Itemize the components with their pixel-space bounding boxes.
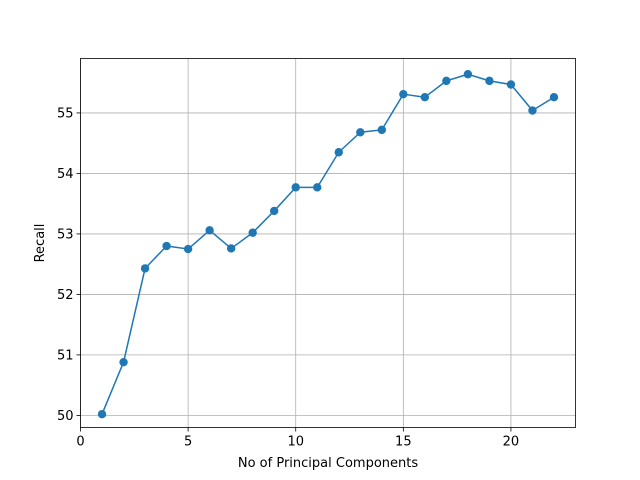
data-point <box>549 93 559 102</box>
y-tick-label: 51 <box>57 348 74 363</box>
tick-layer: 0 5 10 15 20 50 51 52 53 54 55 <box>57 106 519 449</box>
grid-layer <box>80 58 576 428</box>
data-point <box>377 125 387 135</box>
x-tick-label: 0 <box>76 435 84 450</box>
data-point <box>334 148 343 157</box>
data-point <box>420 93 430 102</box>
data-point <box>356 128 365 137</box>
y-axis-label: Recall <box>33 224 48 263</box>
data-point <box>205 226 214 235</box>
x-tick-label: 20 <box>503 435 520 450</box>
data-point <box>399 89 408 99</box>
y-tick-label: 52 <box>57 288 74 303</box>
data-point <box>291 183 300 192</box>
data-point <box>442 76 451 86</box>
data-point <box>463 70 473 79</box>
data-point <box>140 264 150 273</box>
x-tick-label: 10 <box>287 435 304 450</box>
data-point <box>248 228 257 237</box>
data-point <box>183 244 193 254</box>
x-axis-label: No of Principal Components <box>238 456 418 471</box>
y-tick-label: 50 <box>57 409 74 424</box>
plot-frame <box>80 58 576 428</box>
data-point <box>119 357 128 367</box>
series-layer <box>97 70 559 419</box>
data-point <box>485 76 494 86</box>
data-point <box>313 183 322 192</box>
data-point <box>226 244 236 253</box>
y-tick-label: 53 <box>57 227 74 242</box>
data-point <box>506 80 516 89</box>
data-point <box>97 409 107 419</box>
data-point <box>528 106 537 115</box>
x-tick-label: 15 <box>395 435 412 450</box>
x-tick-label: 5 <box>184 435 192 450</box>
series-line <box>101 73 555 415</box>
data-point <box>162 241 171 251</box>
y-tick-label: 54 <box>57 167 74 182</box>
data-point <box>269 206 279 216</box>
y-tick-label: 55 <box>57 106 74 121</box>
